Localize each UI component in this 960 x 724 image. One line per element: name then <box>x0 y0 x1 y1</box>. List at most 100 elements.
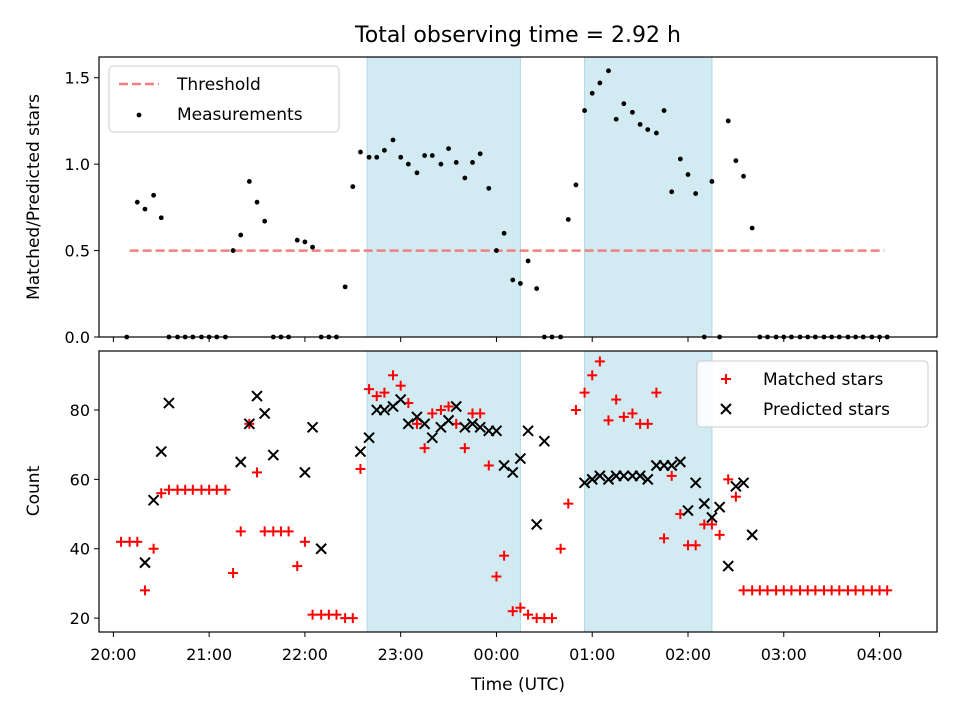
matched-star-point <box>594 356 605 367</box>
x-tick-label: 20:00 <box>90 645 136 664</box>
legend-ratio: Threshold Measurements <box>108 65 340 133</box>
measurement-point <box>582 108 587 113</box>
predicted-star-point <box>490 425 503 437</box>
measurement-point <box>398 154 404 160</box>
measurement-point <box>494 248 499 253</box>
measurement-point <box>677 156 683 162</box>
matched-star-point <box>299 536 310 547</box>
legend-box <box>108 65 340 133</box>
matched-star-point <box>515 602 526 613</box>
predicted-star-point <box>394 393 407 406</box>
measurement-point <box>613 116 619 122</box>
matched-star-point <box>292 561 303 572</box>
predicted-star-point <box>315 543 327 555</box>
predicted-star-point <box>442 414 455 427</box>
predicted-star-point <box>147 494 160 506</box>
legend-measurement-label: Measurements <box>177 105 303 125</box>
matched-star-point <box>738 585 749 596</box>
predicted-star-point <box>666 459 678 472</box>
matched-star-point <box>156 488 167 499</box>
predicted-star-point <box>507 466 519 479</box>
predicted-star-point <box>689 477 702 489</box>
matched-star-point <box>228 568 239 579</box>
predicted-star-point <box>418 418 431 430</box>
matched-star-point <box>706 519 717 530</box>
chart-title: Total observing time = 2.92 h <box>354 23 681 48</box>
matched-star-point <box>611 394 622 405</box>
predicted-star-point <box>522 425 534 437</box>
matched-star-point <box>491 571 502 582</box>
measurement-point <box>573 182 579 188</box>
measurement-point <box>151 192 156 198</box>
matched-star-point <box>411 418 422 429</box>
measurement-point <box>390 137 396 143</box>
matched-star-point <box>379 387 390 398</box>
matched-star-point <box>132 536 143 547</box>
predicted-star-point <box>243 418 256 430</box>
measurement-point <box>525 258 531 264</box>
x-tick-label: 04:00 <box>856 645 902 664</box>
matched-star-point <box>475 408 486 419</box>
measurement-point <box>238 232 244 238</box>
predicted-star-point <box>498 459 510 472</box>
measurement-point <box>405 161 411 167</box>
predicted-star-point <box>258 407 271 420</box>
matched-star-point <box>483 460 494 471</box>
matched-star-point <box>651 387 662 398</box>
measurement-point <box>517 281 523 286</box>
matched-star-point <box>546 613 557 624</box>
matched-star-point <box>331 609 342 620</box>
y-axis-label-count: Count <box>24 465 44 516</box>
matched-star-point <box>259 526 270 537</box>
predicted-star-point <box>634 470 646 482</box>
predicted-star-point <box>514 452 527 465</box>
measurement-point <box>645 127 651 132</box>
matched-star-point <box>443 401 454 412</box>
measurement-point <box>637 122 643 127</box>
predicted-star-point <box>722 560 734 572</box>
shaded-interval-1 <box>366 56 521 338</box>
measurement-point <box>597 80 603 86</box>
measurement-point <box>693 191 699 196</box>
predicted-star-point <box>698 497 710 510</box>
x-tick-label: 00:00 <box>473 645 519 664</box>
measurement-point <box>374 154 380 160</box>
matched-star-point <box>714 529 725 540</box>
measurement-point <box>462 175 468 181</box>
measurement-point <box>621 101 627 107</box>
matched-star-point <box>810 585 821 596</box>
measurement-point <box>158 215 164 221</box>
matched-star-point <box>723 474 734 485</box>
series-matched-stars <box>116 356 893 624</box>
axes-frame-ratio <box>98 56 938 338</box>
panel-ratio: 0.0 0.5 1.0 1.5 Threshold Measurements <box>65 56 938 347</box>
y-tick-label: 0.0 <box>65 328 90 347</box>
matched-star-point <box>642 418 653 429</box>
matched-star-point <box>435 404 446 415</box>
y-tick-label: 20 <box>70 609 90 628</box>
predicted-star-point <box>602 473 615 486</box>
predicted-star-point <box>378 404 391 416</box>
x-tick-label: 22:00 <box>282 645 328 664</box>
matched-star-point <box>659 533 670 544</box>
measurement-point <box>429 153 435 158</box>
matched-star-point <box>355 463 366 474</box>
measurement-point <box>381 147 387 153</box>
matched-star-point <box>211 484 222 495</box>
matched-star-point <box>587 370 598 381</box>
matched-star-point <box>523 609 534 620</box>
matched-star-point <box>507 606 518 617</box>
measurement-point <box>749 225 755 231</box>
predicted-star-point <box>402 418 415 430</box>
predicted-star-point <box>642 473 654 486</box>
measurement-point <box>486 185 492 191</box>
measurement-point <box>262 218 268 224</box>
measurement-point <box>302 239 308 245</box>
measurement-point <box>477 151 483 157</box>
measurement-point <box>501 230 507 236</box>
measurement-point <box>422 153 428 158</box>
measurement-point <box>685 172 691 177</box>
measurement-point <box>733 158 739 164</box>
matched-star-point <box>690 540 701 551</box>
